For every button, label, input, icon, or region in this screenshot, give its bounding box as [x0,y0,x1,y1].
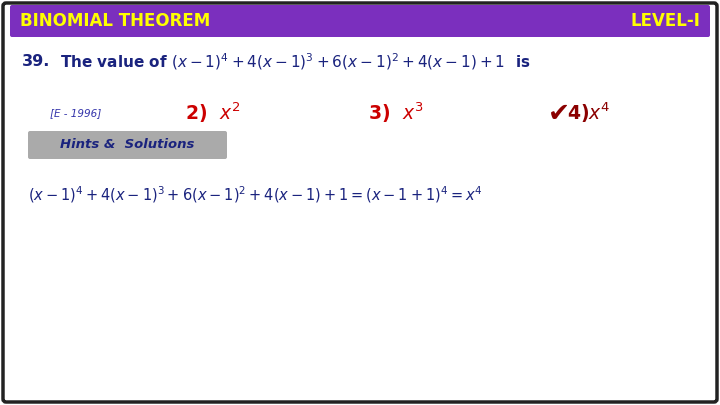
Text: LEVEL-I: LEVEL-I [630,12,700,30]
FancyBboxPatch shape [28,131,227,159]
Text: 4)$x^4$: 4)$x^4$ [567,101,611,125]
FancyBboxPatch shape [10,5,710,37]
Text: 2)  $x^2$: 2) $x^2$ [185,101,240,125]
FancyBboxPatch shape [3,3,717,402]
Text: [E - 1996]: [E - 1996] [50,108,102,118]
Text: 39.: 39. [22,55,50,70]
Text: ✔: ✔ [548,101,570,127]
Text: $(x-1)^4 + 4(x-1)^3 + 6(x-1)^2 + 4(x-1) + 1 = (x - 1 + 1)^4 = x^4$: $(x-1)^4 + 4(x-1)^3 + 6(x-1)^2 + 4(x-1) … [28,185,482,205]
Text: Hints &  Solutions: Hints & Solutions [60,139,194,151]
Text: 3)  $x^3$: 3) $x^3$ [368,101,424,125]
Text: BINOMIAL THEOREM: BINOMIAL THEOREM [20,12,210,30]
Text: The value of $(x-1)^4 + 4(x-1)^3 + 6(x-1)^2 + 4(x-1) + 1$  is: The value of $(x-1)^4 + 4(x-1)^3 + 6(x-1… [60,52,531,72]
